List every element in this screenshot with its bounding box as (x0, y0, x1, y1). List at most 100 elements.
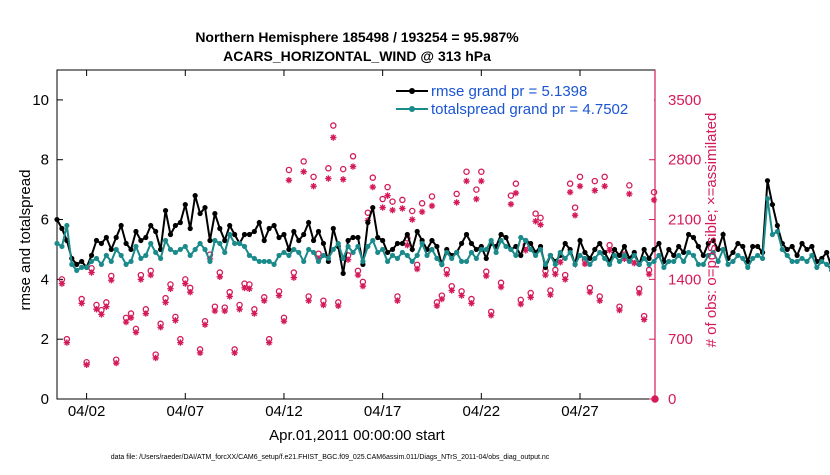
obs-assimilated-marker (522, 247, 529, 254)
obs-possible-marker (626, 182, 633, 189)
obs-assimilated-marker (532, 218, 539, 225)
y-left-tick-label: 10 (32, 92, 49, 109)
x-tick-label: 04/17 (364, 403, 402, 420)
obs-possible-marker (300, 158, 307, 165)
obs-assimilated-marker (384, 192, 391, 199)
series-point-spread (710, 249, 716, 256)
series-point-rmse (370, 204, 376, 211)
obs-assimilated-marker (58, 280, 66, 287)
obs-assimilated-marker (236, 306, 243, 313)
series-point-rmse (148, 222, 154, 229)
obs-assimilated-marker (187, 288, 194, 296)
obs-assimilated-marker (157, 324, 164, 331)
obs-possible-marker (310, 173, 317, 181)
series-point-spread (759, 255, 766, 262)
data-file-footer: data file: /Users/raeder/DAI/ATM_forcXX/… (111, 454, 550, 461)
series-point-rmse (389, 246, 396, 253)
series-point-spread (64, 222, 70, 229)
series-point-spread (187, 252, 193, 259)
obs-assimilated-marker (512, 189, 520, 197)
obs-assimilated-marker (621, 255, 628, 263)
series-point-spread (330, 246, 336, 253)
obs-assimilated-marker (211, 307, 219, 315)
obs-assimilated-marker (285, 177, 293, 184)
series-point-spread (128, 258, 134, 265)
obs-possible-marker (463, 168, 470, 175)
series-point-spread (725, 261, 731, 268)
series-point-spread (799, 255, 805, 262)
series-point-rmse (123, 240, 129, 247)
series-point-spread (251, 255, 257, 262)
series-point-spread (360, 258, 366, 265)
series-point-spread (557, 249, 563, 256)
series-point-spread (439, 261, 445, 268)
series-point-rmse (241, 231, 248, 238)
series-point-spread (276, 252, 282, 259)
series-point-spread (306, 246, 312, 253)
obs-assimilated-marker (640, 316, 648, 323)
series-point-spread (103, 252, 109, 259)
series-point-rmse (755, 243, 761, 250)
series-point-rmse (197, 210, 203, 217)
obs-assimilated-marker (606, 247, 613, 254)
series-point-spread (449, 255, 455, 262)
obs-possible-marker (325, 165, 332, 172)
series-point-spread (133, 243, 139, 250)
series-point-rmse (735, 240, 741, 247)
series-point-spread (113, 246, 119, 253)
series-point-rmse (597, 240, 603, 247)
series-point-rmse (291, 228, 297, 235)
series-point-rmse (434, 243, 440, 250)
series-point-rmse (616, 252, 623, 259)
series-point-spread (197, 240, 203, 247)
series-point-rmse (562, 240, 568, 247)
series-point-spread (685, 249, 692, 256)
series-point-spread (241, 243, 248, 250)
series-point-spread (340, 255, 346, 262)
y-right-tick-label: 0 (668, 391, 676, 408)
series-point-spread (325, 255, 331, 262)
series-point-spread (819, 258, 825, 265)
series-point-rmse (730, 249, 736, 256)
series-point-spread (409, 258, 415, 265)
series-point-rmse (518, 252, 524, 259)
series-point-spread (671, 258, 677, 265)
obs-assimilated-marker (330, 134, 337, 141)
y-left-tick-label: 8 (41, 152, 49, 169)
series-point-rmse (74, 261, 80, 268)
obs-assimilated-marker (497, 283, 505, 291)
obs-assimilated-marker (280, 318, 288, 325)
series-point-rmse (503, 234, 509, 241)
series-point-spread (350, 249, 356, 256)
series-point-spread (523, 237, 529, 244)
series-point-spread (508, 246, 514, 253)
obs-assimilated-marker (221, 307, 228, 315)
obs-assimilated-marker (127, 314, 135, 322)
y-right-tick-label: 3500 (668, 92, 701, 109)
obs-assimilated-marker (103, 303, 110, 310)
series-point-spread (256, 258, 262, 265)
x-axis-label: Apr.01,2011 00:00:00 start (269, 427, 446, 444)
series-point-spread (207, 258, 213, 265)
series-point-spread (454, 249, 460, 256)
x-tick-label: 04/02 (68, 403, 106, 420)
series-point-rmse (656, 240, 662, 247)
series-point-spread (59, 243, 65, 250)
series-point-spread (681, 258, 687, 265)
series-point-spread (320, 252, 327, 259)
obs-possible-marker (330, 122, 337, 129)
series-point-spread (528, 246, 534, 253)
series-point-spread (389, 252, 396, 259)
series-point-rmse (740, 243, 746, 250)
legend-label: totalspread grand pr = 4.7502 (431, 101, 628, 118)
series-point-rmse (143, 234, 149, 241)
y-axis-right-label: # of obs: o=possible; ×=assimilated (703, 113, 720, 348)
series-point-spread (463, 258, 470, 265)
series-point-spread (217, 240, 223, 247)
series-point-spread (656, 252, 662, 259)
obs-assimilated-marker (576, 183, 584, 190)
series-point-spread (715, 258, 721, 265)
obs-assimilated-marker (142, 310, 150, 317)
series-point-rmse (582, 249, 588, 256)
y-axis-left-label: rmse and totalspread (17, 170, 34, 311)
